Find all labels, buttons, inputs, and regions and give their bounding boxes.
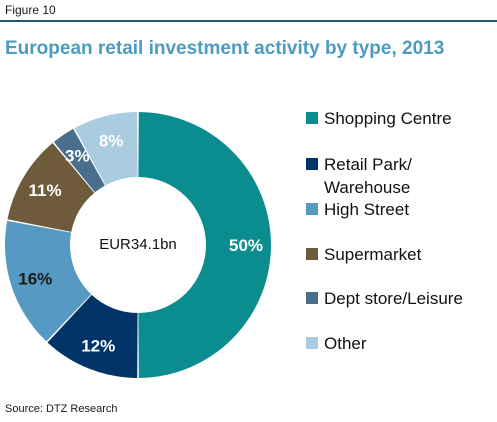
slice-high-street [4,220,92,342]
legend-swatch [306,248,318,260]
slice-label: 12% [81,336,115,355]
legend-label: Supermarket [324,245,422,264]
legend-label: Other [324,334,367,353]
legend-item: High Street [306,198,497,221]
legend-label: High Street [324,200,410,219]
source-note: Source: DTZ Research [5,403,118,415]
slice-label: 3% [65,147,90,166]
slice-labels: 50% 12% 16% 11%3% 8% [18,131,263,355]
legend-item: Other [306,332,497,355]
slice-label: 16% [18,269,52,288]
slice-label: 50% [229,236,263,255]
legend-item: Retail Park/ Warehouse [306,153,497,199]
slice-retail-park-warehouse [47,294,138,378]
legend-label: Shopping Centre [324,109,452,128]
legend-swatch [306,337,318,349]
header-rule [0,20,497,22]
donut-slices [4,112,272,378]
legend-swatch [306,112,318,124]
figure-label: Figure 10 [5,3,56,17]
center-label: EUR34.1bn [99,236,177,253]
slice-dept-store-leisure [53,128,105,193]
slice-label: 11% [28,181,61,200]
legend-item: Dept store/Leisure [306,287,497,310]
slice-label: 8% [99,131,124,150]
chart-title: European retail investment activity by t… [5,38,445,59]
legend-label: Dept store/Leisure [324,289,463,308]
legend-item: Shopping Centre [306,107,497,130]
slice-supermarket [7,143,95,232]
slice-other [74,112,138,186]
legend-swatch [306,292,318,304]
legend-item: Supermarket [306,243,497,266]
legend-label: Retail Park/ Warehouse [324,155,412,197]
slice-shopping-centre [138,112,272,378]
legend-swatch [306,203,318,215]
legend-swatch [306,158,318,170]
